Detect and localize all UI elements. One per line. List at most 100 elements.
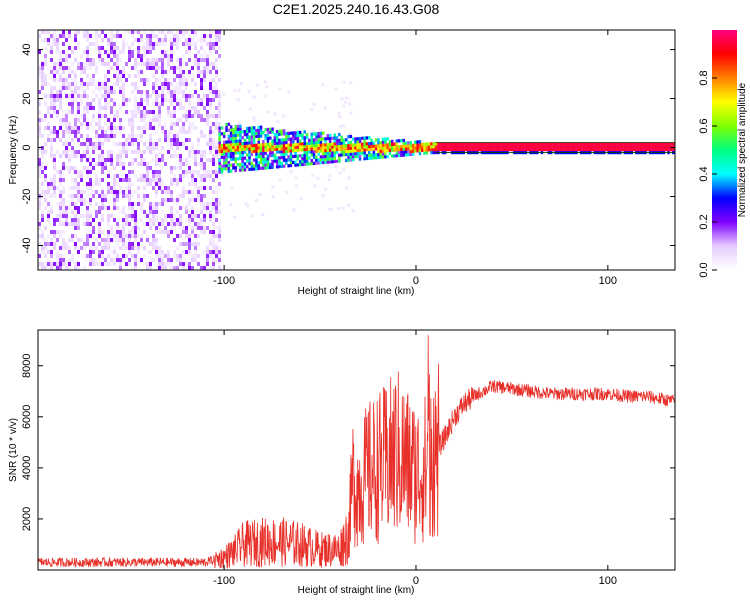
colorbar-label: Normalized spectral amplitude bbox=[737, 82, 748, 217]
heatmap-cell bbox=[86, 222, 89, 226]
heatmap-cell bbox=[439, 142, 442, 146]
heatmap-cell bbox=[149, 150, 152, 154]
heatmap-cell bbox=[128, 170, 131, 174]
heatmap-cell bbox=[74, 218, 77, 222]
heatmap-cell bbox=[263, 94, 267, 98]
heatmap-cell bbox=[182, 106, 185, 110]
heatmap-cell bbox=[131, 226, 134, 230]
heatmap-cell bbox=[86, 86, 89, 90]
heatmap-cell bbox=[146, 58, 149, 62]
heatmap-cell bbox=[397, 153, 401, 158]
heatmap-cell bbox=[107, 186, 110, 190]
heatmap-cell bbox=[328, 136, 332, 140]
heatmap-cell bbox=[59, 58, 62, 62]
heatmap-cell bbox=[209, 126, 212, 130]
heatmap-cell bbox=[453, 145, 456, 149]
heatmap-cell bbox=[289, 161, 293, 165]
heatmap-cell bbox=[642, 142, 645, 146]
heatmap-cell bbox=[173, 114, 176, 118]
heatmap-cell bbox=[259, 152, 263, 156]
heatmap-cell bbox=[402, 150, 405, 154]
heatmap-cell bbox=[77, 246, 80, 250]
heatmap-cell bbox=[232, 128, 235, 132]
heatmap-cell bbox=[104, 158, 107, 162]
heatmap-cell bbox=[104, 242, 107, 246]
heatmap-cell bbox=[414, 140, 417, 144]
heatmap-cell bbox=[218, 90, 221, 94]
heatmap-cell bbox=[164, 78, 167, 82]
heatmap-cell bbox=[83, 190, 86, 194]
heatmap-cell bbox=[122, 178, 125, 182]
heatmap-cell bbox=[446, 142, 449, 146]
y-tick-label: 40 bbox=[21, 43, 33, 55]
heatmap-cell bbox=[215, 206, 218, 210]
heatmap-cell bbox=[322, 149, 325, 153]
heatmap-cell bbox=[191, 214, 194, 218]
heatmap-cell bbox=[227, 163, 231, 167]
heatmap-cell bbox=[397, 139, 401, 143]
heatmap-cell bbox=[402, 141, 405, 145]
heatmap-cell bbox=[342, 150, 346, 154]
heatmap-cell bbox=[252, 164, 256, 168]
heatmap-cell bbox=[218, 106, 221, 110]
heatmap-cell bbox=[53, 194, 56, 198]
heatmap-cell bbox=[149, 266, 152, 270]
heatmap-cell bbox=[62, 162, 65, 166]
heatmap-cell bbox=[86, 30, 89, 34]
heatmap-cell bbox=[278, 162, 281, 166]
heatmap-cell bbox=[206, 206, 209, 210]
heatmap-cell bbox=[68, 142, 71, 146]
heatmap-cell bbox=[47, 110, 50, 114]
heatmap-cell bbox=[89, 162, 92, 166]
heatmap-cell bbox=[185, 130, 188, 134]
heatmap-cell bbox=[86, 242, 89, 246]
heatmap-cell bbox=[173, 38, 176, 42]
heatmap-cell bbox=[552, 142, 555, 146]
heatmap-cell bbox=[653, 142, 656, 146]
heatmap-cell bbox=[269, 145, 272, 149]
heatmap-cell bbox=[56, 186, 59, 190]
heatmap-cell bbox=[107, 86, 110, 90]
heatmap-cell bbox=[296, 148, 300, 152]
heatmap-cell bbox=[374, 138, 378, 142]
heatmap-cell bbox=[188, 170, 191, 174]
heatmap-cell bbox=[295, 184, 298, 188]
heatmap-cell bbox=[143, 222, 146, 226]
heatmap-cell bbox=[65, 218, 68, 222]
heatmap-cell bbox=[254, 169, 258, 173]
heatmap-cell bbox=[194, 90, 197, 94]
heatmap-cell bbox=[146, 90, 149, 94]
heatmap-cell bbox=[182, 94, 185, 98]
heatmap-cell bbox=[110, 126, 113, 130]
heatmap-cell bbox=[38, 262, 41, 266]
heatmap-cell bbox=[197, 138, 200, 142]
heatmap-cell bbox=[110, 190, 113, 194]
heatmap-cell bbox=[98, 154, 101, 158]
heatmap-cell bbox=[86, 66, 89, 70]
heatmap-cell bbox=[38, 234, 41, 238]
heatmap-cell bbox=[161, 198, 164, 202]
heatmap-cell bbox=[469, 142, 472, 146]
heatmap-cell bbox=[209, 50, 212, 54]
heatmap-cell bbox=[68, 194, 71, 198]
heatmap-cell bbox=[143, 142, 146, 146]
heatmap-cell bbox=[77, 190, 80, 194]
heatmap-cell bbox=[642, 148, 645, 152]
heatmap-cell bbox=[170, 262, 173, 266]
heatmap-cell bbox=[65, 110, 68, 114]
heatmap-cell bbox=[137, 150, 140, 154]
heatmap-cell bbox=[182, 230, 185, 234]
heatmap-cell bbox=[271, 139, 274, 143]
heatmap-cell bbox=[116, 226, 119, 230]
heatmap-cell bbox=[218, 198, 221, 202]
heatmap-cell bbox=[648, 148, 652, 152]
heatmap-cell bbox=[50, 50, 53, 54]
heatmap-cell bbox=[50, 182, 53, 186]
heatmap-cell bbox=[59, 262, 62, 266]
heatmap-cell bbox=[44, 74, 47, 78]
heatmap-cell bbox=[324, 143, 327, 147]
heatmap-cell bbox=[68, 130, 71, 134]
heatmap-cell bbox=[143, 62, 146, 66]
heatmap-cell bbox=[637, 145, 640, 149]
